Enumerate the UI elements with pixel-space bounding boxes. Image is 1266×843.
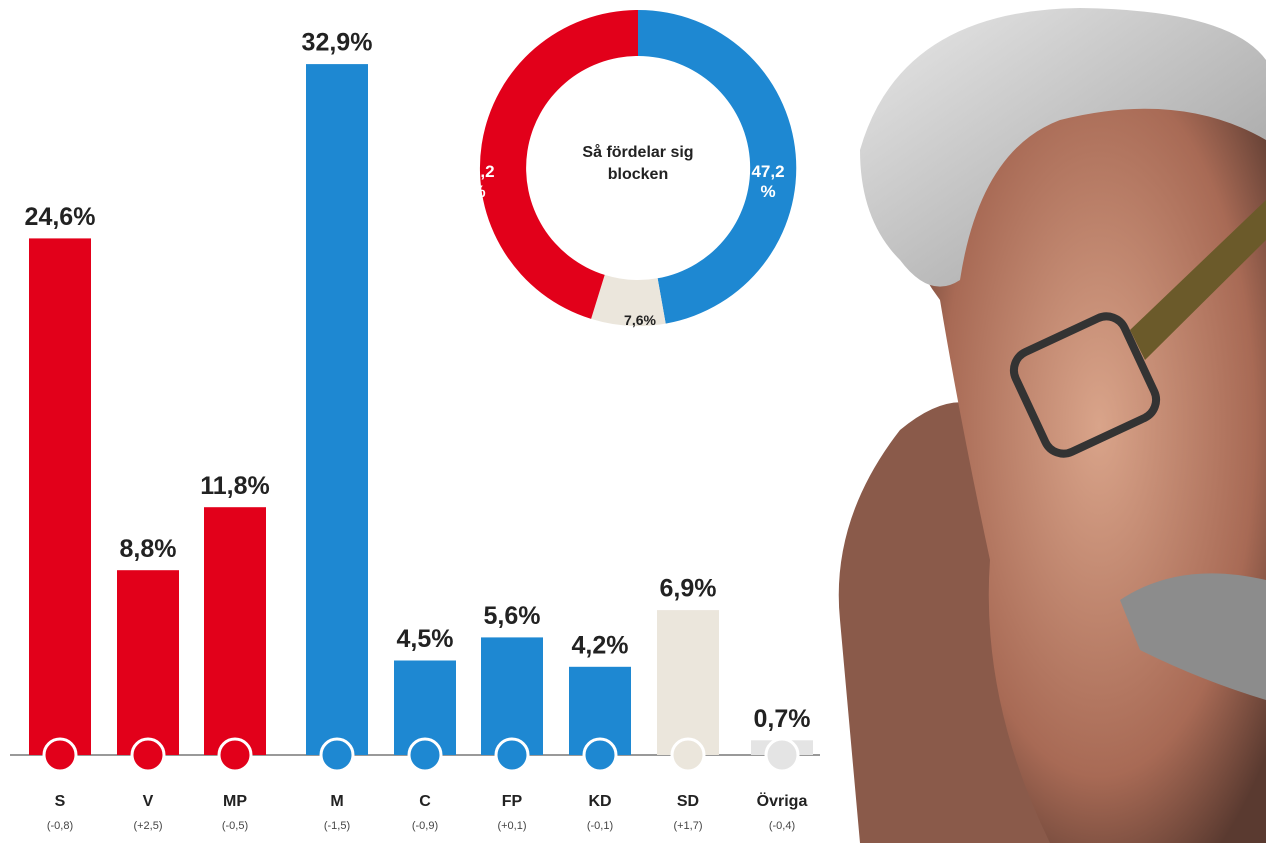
page: 24,6% S (-0,8) 8,8% V (+2,5) 11,8% MP (-0,5) 32,9… bbox=[0, 0, 1266, 843]
category-label: FP bbox=[502, 793, 523, 810]
category-note: (-1,5) bbox=[324, 820, 350, 832]
value-label: 6,9% bbox=[660, 575, 717, 603]
category-note: (-0,8) bbox=[47, 820, 73, 832]
donut-label: 47,2 % bbox=[745, 162, 791, 202]
value-label: 4,2% bbox=[572, 631, 629, 659]
category-note: (-0,9) bbox=[412, 820, 438, 832]
category-label: MP bbox=[223, 793, 247, 810]
donut-title: Så fördelar sig blocken bbox=[568, 142, 708, 186]
category-label: Övriga bbox=[757, 791, 808, 810]
donut-label: 45,2 % bbox=[455, 162, 501, 202]
value-label: 32,9% bbox=[302, 29, 373, 57]
value-label: 0,7% bbox=[754, 705, 811, 733]
value-label: 24,6% bbox=[25, 203, 96, 231]
donut-label: 7,6% bbox=[610, 310, 670, 330]
party-icon bbox=[766, 739, 798, 771]
bar bbox=[117, 570, 179, 755]
bar bbox=[657, 610, 719, 755]
category-note: (+1,7) bbox=[673, 820, 702, 832]
category-label: SD bbox=[677, 793, 699, 810]
value-label: 8,8% bbox=[120, 535, 177, 563]
party-icon bbox=[219, 739, 251, 771]
party-icon bbox=[132, 739, 164, 771]
category-note: (-0,5) bbox=[222, 820, 248, 832]
category-note: (+2,5) bbox=[133, 820, 162, 832]
bar bbox=[29, 238, 91, 755]
value-label: 5,6% bbox=[484, 602, 541, 630]
party-icon bbox=[672, 739, 704, 771]
party-icon bbox=[496, 739, 528, 771]
party-icon bbox=[44, 739, 76, 771]
category-note: (-0,1) bbox=[587, 820, 613, 832]
value-label: 11,8% bbox=[200, 472, 270, 500]
category-note: (+0,1) bbox=[497, 820, 526, 832]
category-label: KD bbox=[588, 793, 611, 810]
category-label: S bbox=[55, 793, 66, 810]
party-icon bbox=[409, 739, 441, 771]
photo bbox=[839, 8, 1266, 843]
bar bbox=[204, 507, 266, 755]
chart: 24,6% S (-0,8) 8,8% V (+2,5) 11,8% MP (-0,5) 32,9… bbox=[0, 0, 1266, 843]
category-note: (-0,4) bbox=[769, 820, 795, 832]
category-label: C bbox=[419, 793, 431, 810]
bar bbox=[306, 64, 368, 755]
bar bbox=[481, 637, 543, 755]
party-icon bbox=[584, 739, 616, 771]
value-label: 4,5% bbox=[397, 625, 454, 653]
category-label: V bbox=[143, 793, 154, 810]
category-label: M bbox=[330, 793, 343, 810]
party-icon bbox=[321, 739, 353, 771]
